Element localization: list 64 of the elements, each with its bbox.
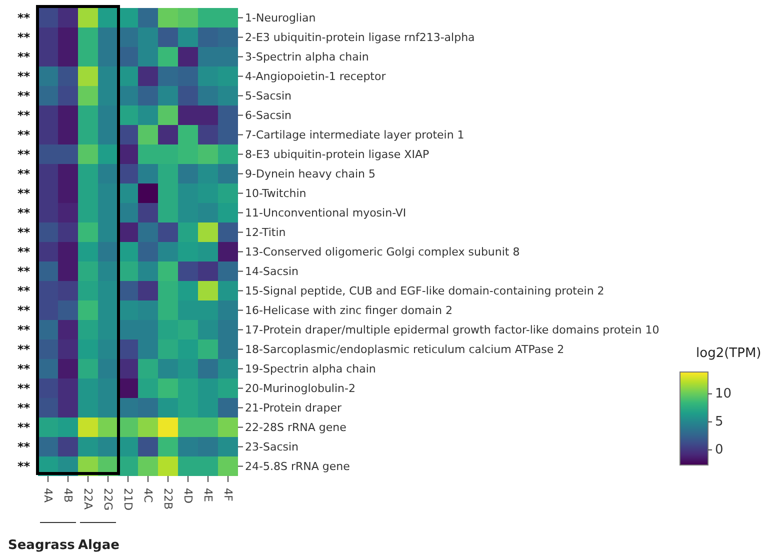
- x-tick-label: 22A: [82, 488, 94, 510]
- y-tick-label: 3-Spectrin alpha chain: [245, 50, 369, 64]
- y-tick-label: 7-Cartilage intermediate layer protein 1: [245, 128, 464, 142]
- x-tick-label: 4A: [42, 488, 54, 503]
- y2-tick-label: **: [17, 401, 31, 416]
- y2-tick-label: **: [17, 70, 31, 84]
- y2-tick-label: **: [17, 440, 31, 454]
- y2-tick-label: **: [17, 11, 31, 26]
- y-tick-label: 20-Murinoglobulin-2: [245, 382, 356, 396]
- y-tick-label: 8-E3 ubiquitin-protein ligase XIAP: [245, 148, 430, 162]
- y-tick-label: 6-Sacsin: [245, 109, 292, 122]
- y2-tick-label: **: [17, 264, 31, 279]
- y-tick-label: 22-28S rRNA gene: [245, 421, 347, 434]
- y-tick-label: 13-Conserved oligomeric Golgi complex subunit 8: [245, 246, 520, 259]
- x-tick-label: 4F: [222, 488, 234, 502]
- x-tick-label: 4B: [62, 488, 74, 503]
- y-tick-label: 12-Titin: [245, 226, 286, 240]
- y-tick-label: 4-Angiopoietin-1 receptor: [245, 70, 386, 84]
- x-tick-label: 4C: [142, 488, 154, 503]
- y2-tick-label: **: [17, 148, 31, 162]
- color-bar-label: 10: [715, 386, 732, 402]
- color-bar-label: 0: [715, 442, 724, 458]
- y2-tick-label: **: [17, 108, 31, 123]
- text: Algae: [78, 538, 120, 553]
- text: Seagrass: [8, 538, 75, 553]
- y-tick-label: 17-Protein draper/multiple epidermal growth factor-like domains protein 10: [245, 324, 660, 337]
- y2-tick-label: **: [17, 245, 31, 260]
- y-tick-label: 19-Spectrin alpha chain: [245, 362, 376, 376]
- x-tick-label: 22B: [162, 488, 174, 510]
- y2-tick-label: **: [17, 362, 31, 376]
- y2-tick-label: **: [17, 89, 31, 104]
- x-tick-label: 22G: [102, 488, 114, 511]
- y-tick-label: 5-Sacsin: [245, 90, 292, 103]
- y-tick-label: 18-Sarcoplasmic/endoplasmic reticulum calcium ATPase 2: [245, 343, 564, 356]
- y2-tick-label: **: [17, 30, 31, 45]
- y2-tick-label: **: [17, 420, 31, 435]
- y2-tick-label: **: [17, 342, 31, 357]
- y2-tick-label: **: [17, 382, 31, 396]
- y2-tick-label: **: [17, 304, 31, 318]
- y-tick-label: 21-Protein draper: [245, 402, 342, 415]
- y-tick-label: 2-E3 ubiquitin-protein ligase rnf213-alpha: [245, 31, 475, 44]
- y-tick-label: 9-Dynein heavy chain 5: [245, 168, 376, 181]
- y-tick-label: 16-Helicase with zinc finger domain 2: [245, 304, 452, 318]
- x-tick-label: 21D: [122, 488, 134, 510]
- y2-tick-label: **: [17, 323, 31, 338]
- x-tick-label: 4D: [182, 488, 194, 504]
- y2-tick-label: **: [17, 206, 31, 220]
- y-tick-label: 15-Signal peptide, CUB and EGF-like domain-containing protein 2: [245, 284, 604, 298]
- y-tick-label: 14-Sacsin: [245, 265, 299, 278]
- y-tick-label: 24-5.8S rRNA gene: [245, 460, 350, 474]
- y-tick-label: 23-Sacsin: [245, 440, 299, 454]
- y2-tick-label: **: [17, 226, 31, 240]
- y-tick-label: 11-Unconventional myosin-VI: [245, 206, 406, 220]
- y2-tick-label: **: [17, 460, 31, 474]
- color-bar-label: 5: [715, 414, 724, 430]
- x-tick-label: 4E: [202, 488, 214, 502]
- y2-tick-label: **: [17, 50, 31, 64]
- y2-tick-label: **: [17, 167, 31, 182]
- y2-tick-label: **: [17, 128, 31, 142]
- y-tick-label: 1-Neuroglian: [245, 12, 316, 25]
- y2-tick-label: **: [17, 284, 31, 298]
- y-tick-label: 10-Twitchin: [245, 187, 306, 200]
- y2-tick-label: **: [17, 186, 31, 201]
- color-bar-title: log2(TPM): [696, 346, 762, 361]
